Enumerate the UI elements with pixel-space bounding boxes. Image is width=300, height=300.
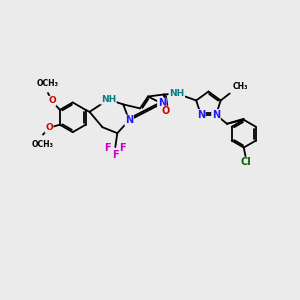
Text: O: O bbox=[48, 97, 56, 106]
Text: Cl: Cl bbox=[240, 158, 251, 167]
Text: N: N bbox=[158, 98, 166, 108]
Text: N: N bbox=[212, 110, 220, 120]
Text: NH: NH bbox=[169, 89, 184, 98]
Text: NH: NH bbox=[101, 95, 116, 104]
Text: F: F bbox=[112, 150, 119, 160]
Text: N: N bbox=[197, 110, 205, 120]
Text: F: F bbox=[104, 143, 111, 153]
Text: N: N bbox=[125, 115, 133, 125]
Text: O: O bbox=[162, 106, 170, 116]
Text: O: O bbox=[45, 123, 53, 132]
Text: OCH₃: OCH₃ bbox=[37, 79, 59, 88]
Text: F: F bbox=[119, 143, 126, 153]
Text: CH₃: CH₃ bbox=[232, 82, 248, 91]
Text: OCH₃: OCH₃ bbox=[32, 140, 54, 148]
